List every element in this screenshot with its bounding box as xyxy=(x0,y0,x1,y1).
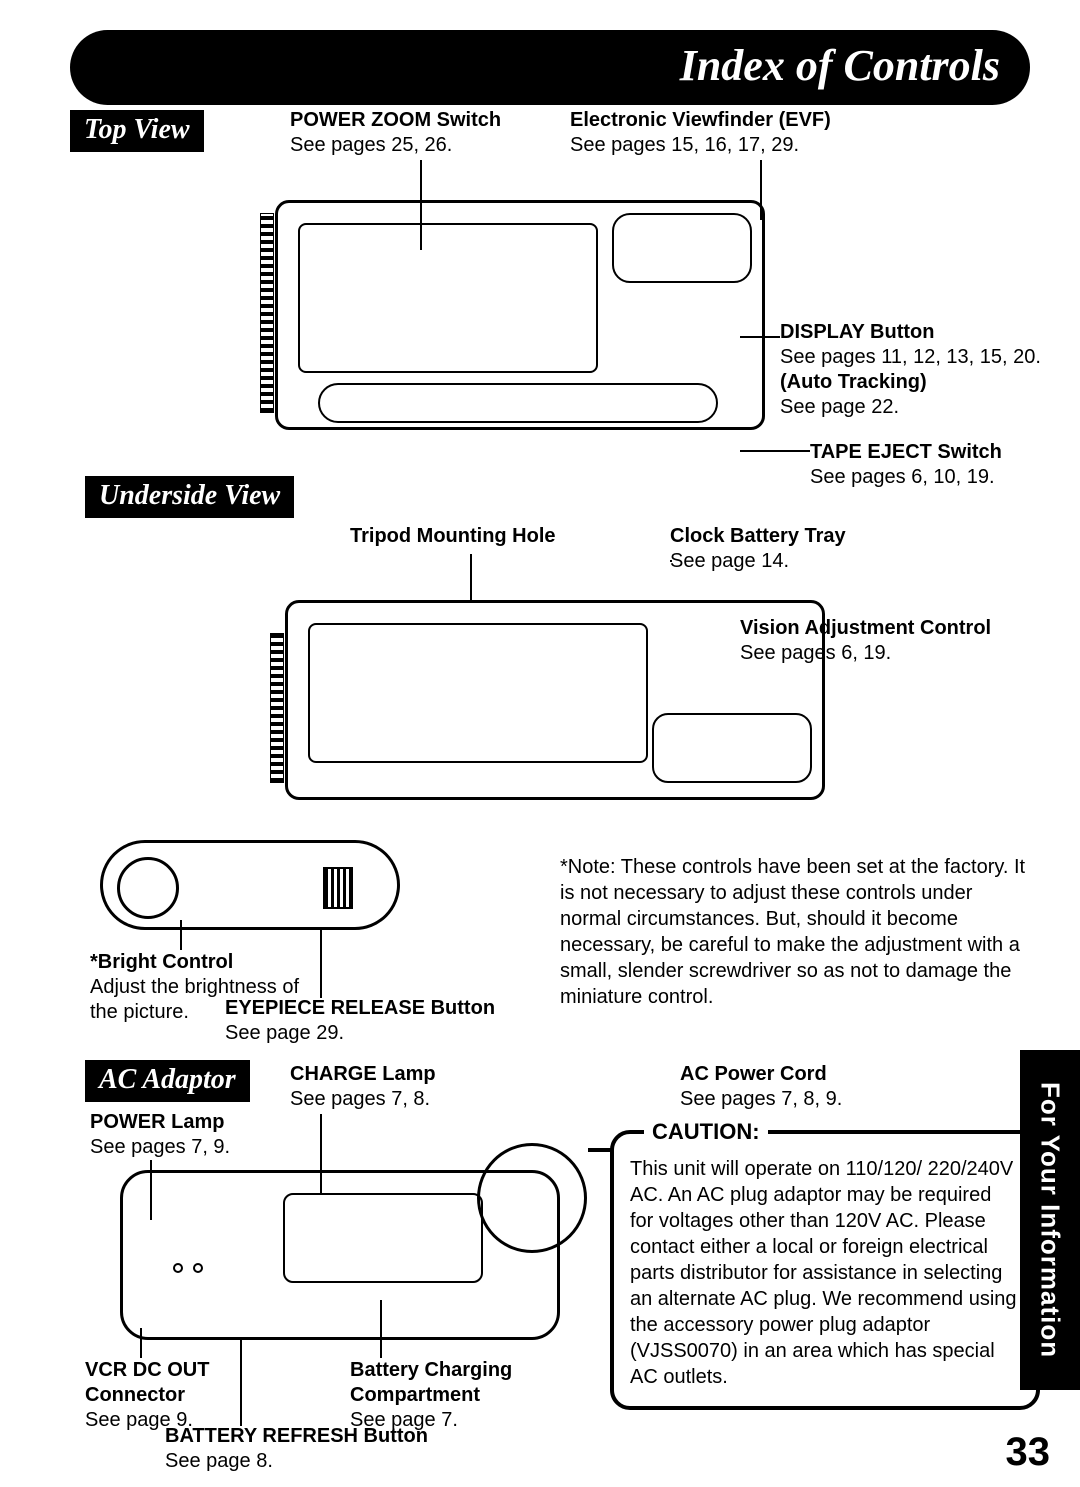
bright-title: *Bright Control xyxy=(90,950,330,975)
callout-eyepiece-release: EYEPIECE RELEASE Button See page 29. xyxy=(225,996,565,1046)
leader-batt-refresh xyxy=(240,1340,242,1426)
vision-adj-title: Vision Adjustment Control xyxy=(740,616,1040,641)
page-title-pill: Index of Controls xyxy=(70,30,1030,105)
eyepiece-knurl-icon xyxy=(323,867,353,909)
caution-lead-line xyxy=(588,1148,614,1152)
page-title: Index of Controls xyxy=(680,41,1000,90)
power-lamp-sub: See pages 7, 9. xyxy=(90,1135,290,1160)
charge-lamp-dot-icon xyxy=(193,1263,203,1273)
callout-power-zoom: POWER ZOOM Switch See pages 25, 26. xyxy=(290,108,520,158)
side-tab-text: For Your Information xyxy=(1035,1082,1066,1358)
top-view-section: Top View xyxy=(70,110,204,152)
ac-cord-loop-icon xyxy=(477,1143,587,1253)
diagram-underside-grip xyxy=(652,713,812,783)
diagram-top-body xyxy=(298,223,598,373)
callout-charge-lamp: CHARGE Lamp See pages 7, 8. xyxy=(290,1062,490,1112)
eyepiece-rel-title: EYEPIECE RELEASE Button xyxy=(225,997,495,1019)
vcr-dc-title: VCR DC OUT Connector xyxy=(85,1358,285,1408)
leader-batt-comp xyxy=(380,1300,382,1358)
auto-tracking-sub: See page 22. xyxy=(780,395,1060,420)
batt-refresh-sub: See page 8. xyxy=(165,1449,445,1474)
ac-cord-sub: See pages 7, 8, 9. xyxy=(680,1087,940,1112)
callout-power-lamp: POWER Lamp See pages 7, 9. xyxy=(90,1110,290,1160)
eyepiece-ring-icon xyxy=(117,857,179,919)
leader-eyepiece-release xyxy=(320,928,322,998)
callout-batt-refresh: BATTERY REFRESH Button See page 8. xyxy=(165,1424,445,1474)
batt-comp-title: Battery Charging Compartment xyxy=(350,1358,580,1408)
leader-power-lamp xyxy=(150,1160,152,1220)
charge-lamp-title: CHARGE Lamp xyxy=(290,1062,490,1087)
leader-charge-lamp xyxy=(320,1114,322,1194)
diagram-ac-top xyxy=(283,1193,483,1283)
section-label-ac-adaptor: AC Adaptor xyxy=(85,1060,250,1102)
power-zoom-sub: See pages 25, 26. xyxy=(290,133,520,158)
section-label-underside: Underside View xyxy=(85,476,294,518)
diagram-underside-strap xyxy=(270,633,284,783)
callout-display-button: DISPLAY Button See pages 11, 12, 13, 15,… xyxy=(780,320,1060,420)
side-tab-for-your-information: For Your Information xyxy=(1020,1050,1080,1390)
callout-tape-eject: TAPE EJECT Switch See pages 6, 10, 19. xyxy=(810,440,1070,490)
leader-tape-eject xyxy=(740,450,810,452)
batt-refresh-title: BATTERY REFRESH Button xyxy=(165,1424,445,1449)
leader-clock xyxy=(670,560,672,562)
clock-batt-title: Clock Battery Tray xyxy=(670,524,930,549)
power-lamp-title: POWER Lamp xyxy=(90,1110,290,1135)
diagram-ac-adaptor xyxy=(120,1170,560,1340)
underside-view-section: Underside View xyxy=(85,476,294,518)
diagram-top-grip xyxy=(318,383,718,423)
page-number: 33 xyxy=(1006,1430,1051,1475)
display-title: DISPLAY Button xyxy=(780,320,1060,345)
diagram-underside-body xyxy=(308,623,648,763)
callout-tripod: Tripod Mounting Hole xyxy=(350,524,610,549)
callout-ac-cord: AC Power Cord See pages 7, 8, 9. xyxy=(680,1062,940,1112)
note-prefix: *Note: xyxy=(560,856,616,878)
evf-sub: See pages 15, 16, 17, 29. xyxy=(570,133,910,158)
ac-cord-title: AC Power Cord xyxy=(680,1062,940,1087)
page: Index of Controls Top View POWER ZOOM Sw… xyxy=(0,0,1080,1487)
vision-adj-sub: See pages 6, 19. xyxy=(740,641,1040,666)
tape-eject-title: TAPE EJECT Switch xyxy=(810,440,1070,465)
caution-body: This unit will operate on 110/120/ 220/2… xyxy=(630,1156,1020,1390)
leader-vcr-dc xyxy=(140,1328,142,1358)
note-block: *Note: These controls have been set at t… xyxy=(560,854,1030,1010)
diagram-eyepiece xyxy=(100,840,400,930)
caution-title: CAUTION: xyxy=(644,1118,768,1147)
power-zoom-title: POWER ZOOM Switch xyxy=(290,108,520,133)
ac-adaptor-section: AC Adaptor xyxy=(85,1060,250,1102)
tripod-title: Tripod Mounting Hole xyxy=(350,524,610,549)
clock-batt-sub: See page 14. xyxy=(670,549,930,574)
caution-box: CAUTION: This unit will operate on 110/1… xyxy=(610,1130,1040,1410)
eyepiece-rel-sub: See page 29. xyxy=(225,1021,565,1046)
auto-tracking-title: (Auto Tracking) xyxy=(780,370,1060,395)
callout-vcr-dc-out: VCR DC OUT Connector See page 9. xyxy=(85,1358,285,1433)
section-label-top-view: Top View xyxy=(70,110,204,152)
tape-eject-sub: See pages 6, 10, 19. xyxy=(810,465,1070,490)
callout-vision-adjustment: Vision Adjustment Control See pages 6, 1… xyxy=(740,616,1040,666)
display-sub: See pages 11, 12, 13, 15, 20. xyxy=(780,345,1060,370)
power-lamp-dot-icon xyxy=(173,1263,183,1273)
diagram-top-evf xyxy=(612,213,752,283)
evf-title: Electronic Viewfinder (EVF) xyxy=(570,108,910,133)
callout-clock-battery: Clock Battery Tray See page 14. xyxy=(670,524,930,574)
leader-evf xyxy=(760,160,762,220)
leader-power-zoom xyxy=(420,160,422,250)
leader-display xyxy=(740,336,780,338)
diagram-top-view xyxy=(275,200,765,430)
callout-evf: Electronic Viewfinder (EVF) See pages 15… xyxy=(570,108,910,158)
callout-batt-compartment: Battery Charging Compartment See page 7. xyxy=(350,1358,580,1433)
charge-lamp-sub: See pages 7, 8. xyxy=(290,1087,490,1112)
leader-bright xyxy=(180,920,182,950)
note-body: These controls have been set at the fact… xyxy=(560,856,1025,1008)
diagram-top-strap xyxy=(260,213,274,413)
